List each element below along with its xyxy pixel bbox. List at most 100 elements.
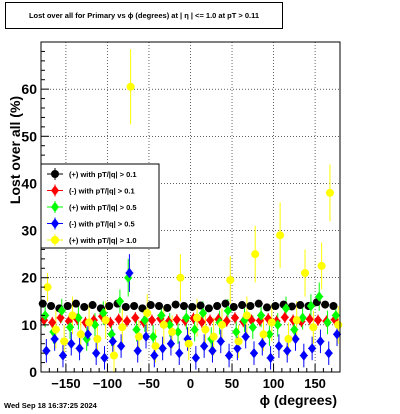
data-point — [56, 312, 65, 323]
data-point — [93, 335, 102, 343]
data-point — [100, 352, 109, 364]
data-point — [75, 343, 84, 354]
legend-label: (+) with pT/|q| > 0.5 — [69, 203, 137, 212]
data-point — [299, 350, 308, 361]
data-point — [296, 301, 305, 310]
data-point — [175, 347, 184, 359]
data-point — [85, 318, 94, 327]
data-point — [204, 304, 213, 313]
data-point — [107, 329, 116, 340]
data-point — [108, 336, 117, 347]
data-point — [334, 320, 343, 329]
data-point — [123, 315, 132, 327]
data-point — [179, 302, 188, 310]
data-point — [283, 345, 292, 356]
data-point — [201, 325, 210, 334]
data-point — [209, 332, 218, 341]
data-point — [140, 314, 149, 326]
data-point — [191, 352, 200, 364]
data-point — [47, 302, 56, 310]
data-point — [41, 310, 50, 321]
data-point — [233, 343, 242, 354]
data-point — [48, 317, 57, 328]
data-point — [157, 310, 166, 321]
y-axis-label: Lost over all (%) — [7, 96, 23, 204]
data-markers — [38, 82, 343, 364]
data-point — [306, 300, 315, 312]
data-point — [266, 352, 275, 364]
data-point — [92, 347, 101, 359]
data-point — [130, 302, 139, 310]
data-point — [206, 314, 215, 326]
data-point — [242, 311, 251, 320]
data-point — [67, 338, 76, 349]
data-point — [323, 317, 332, 328]
x-tick-label: −50 — [138, 376, 160, 391]
x-tick-label: 150 — [304, 376, 326, 391]
data-point — [42, 345, 51, 356]
data-point — [292, 316, 301, 325]
data-point — [159, 320, 168, 329]
data-point — [150, 350, 159, 361]
data-point — [172, 314, 181, 325]
data-point — [321, 300, 330, 309]
data-point — [188, 302, 197, 311]
y-tick-label: 0 — [29, 364, 37, 380]
data-point — [101, 316, 110, 325]
data-point — [114, 314, 123, 325]
data-point — [118, 323, 127, 332]
data-point — [217, 320, 226, 329]
x-tick-label: −100 — [93, 376, 122, 391]
data-point — [229, 302, 238, 311]
data-point — [57, 305, 66, 316]
data-point — [132, 324, 141, 335]
data-point — [143, 309, 152, 318]
data-point — [158, 343, 167, 354]
y-tick-label: 60 — [21, 81, 37, 97]
y-tick-label: 10 — [21, 317, 37, 333]
data-point — [258, 338, 267, 349]
legend-label: (+) with pT/|q| > 0.1 — [69, 170, 137, 179]
data-point — [216, 336, 225, 347]
data-point — [71, 299, 80, 308]
legend-marker — [51, 201, 59, 213]
data-point — [254, 299, 263, 308]
data-point — [308, 343, 317, 354]
legend-marker — [51, 185, 59, 196]
data-point — [305, 314, 314, 325]
data-point — [196, 301, 205, 310]
x-tick-label: 0 — [187, 376, 194, 391]
data-point — [176, 273, 185, 282]
data-point — [60, 337, 69, 346]
data-point — [325, 188, 334, 197]
legend: (+) with pT/|q| > 0.1 (-) with pT/|q| > 0… — [40, 163, 160, 249]
data-point — [80, 302, 89, 311]
data-point — [316, 336, 325, 347]
data-point — [249, 347, 258, 359]
data-point — [225, 350, 234, 361]
data-point — [301, 269, 310, 277]
data-point — [265, 329, 274, 340]
data-point — [317, 261, 326, 270]
legend-marker — [51, 170, 59, 178]
data-point — [134, 332, 143, 341]
data-point — [115, 296, 124, 307]
data-point — [234, 337, 243, 346]
data-point — [142, 331, 151, 342]
data-point — [76, 330, 85, 339]
legend-box — [40, 163, 160, 249]
x-tick-label: −150 — [51, 376, 80, 391]
data-point — [251, 250, 260, 259]
data-point — [193, 313, 202, 322]
data-point — [51, 325, 60, 334]
data-point — [263, 303, 272, 312]
data-point — [66, 322, 75, 333]
data-point — [171, 300, 180, 309]
x-axis-label: ϕ (degrees) — [260, 392, 337, 408]
data-point — [259, 330, 268, 339]
x-tick-label: 50 — [225, 376, 239, 391]
data-point — [131, 312, 140, 323]
data-point — [324, 347, 333, 359]
data-point — [109, 351, 118, 360]
data-point — [274, 340, 283, 352]
